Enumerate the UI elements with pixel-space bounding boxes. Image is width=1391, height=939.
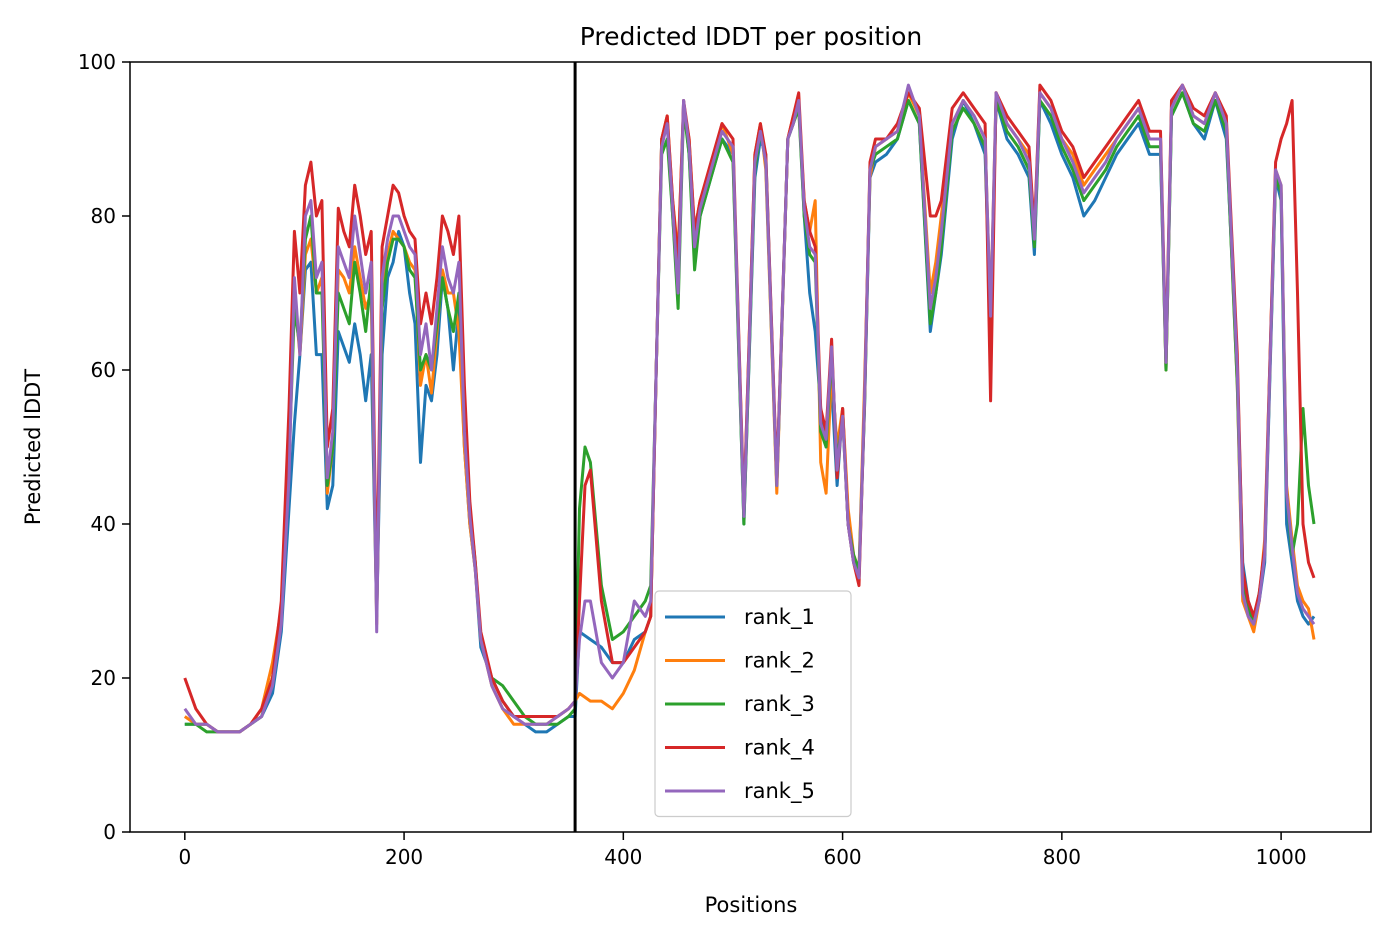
series-line-rank_5	[183, 83, 1316, 734]
x-axis: 0 200 400 600 800 1000	[178, 832, 1307, 869]
y-tick-label: 20	[91, 666, 116, 690]
legend-label-rank_4: rank_4	[744, 736, 815, 761]
y-tick-label: 40	[91, 512, 116, 536]
x-tick-label: 800	[1043, 845, 1081, 869]
x-tick-label: 600	[823, 845, 861, 869]
legend-label-rank_3: rank_3	[744, 692, 815, 717]
x-tick-label: 0	[178, 845, 191, 869]
series-layer	[183, 83, 1316, 734]
y-axis: 0 20 40 60 80 100	[78, 50, 130, 844]
y-tick-label: 0	[103, 820, 116, 844]
x-tick-label: 400	[604, 845, 642, 869]
x-tick-label: 200	[385, 845, 423, 869]
legend-label-rank_1: rank_1	[744, 605, 815, 630]
plot-frame	[129, 61, 1372, 833]
legend-box	[654, 590, 852, 818]
legend-label-rank_5: rank_5	[744, 779, 815, 804]
legend-label-rank_2: rank_2	[744, 649, 815, 674]
legend: rank_1 rank_2 rank_3 rank_4 rank_5	[654, 590, 852, 818]
y-axis-label: Predicted lDDT	[21, 369, 45, 525]
y-tick-label: 100	[78, 50, 116, 74]
x-tick-label: 1000	[1256, 845, 1307, 869]
y-tick-label: 60	[91, 358, 116, 382]
x-axis-label: Positions	[705, 893, 798, 917]
chart-title: Predicted lDDT per position	[580, 22, 922, 51]
series-line-rank_1	[184, 91, 1316, 734]
series-line-rank_3	[184, 91, 1316, 734]
y-tick-label: 80	[91, 204, 116, 228]
series-line-rank_4	[183, 83, 1316, 734]
